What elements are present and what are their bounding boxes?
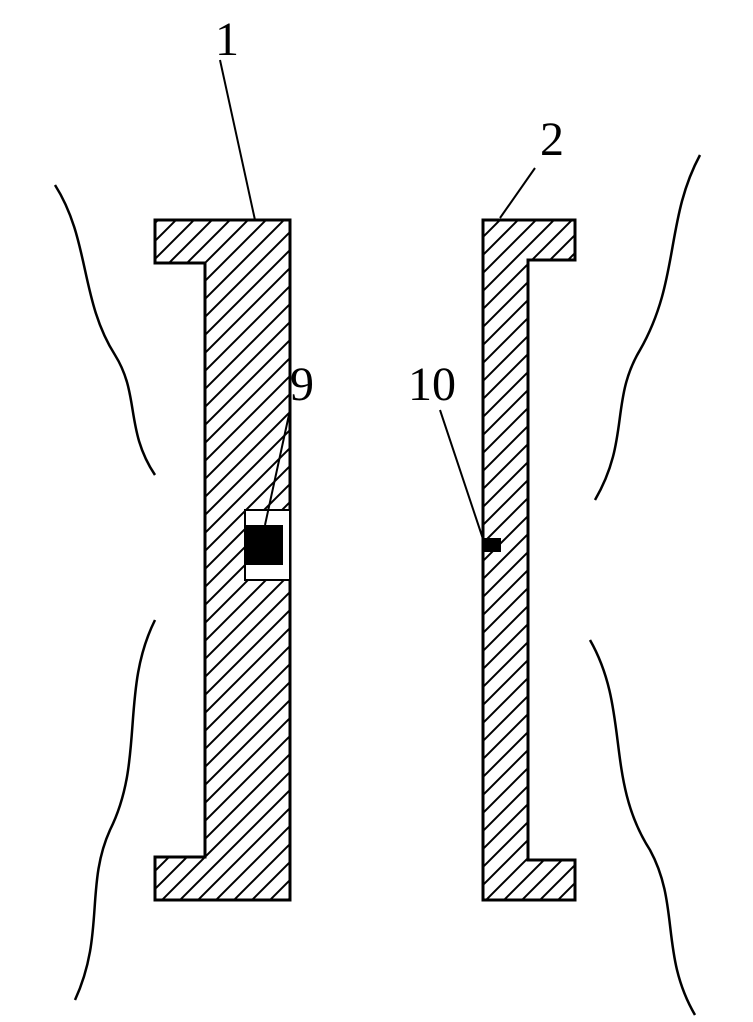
part-10-block [483,538,501,552]
leader-l10 [440,410,485,545]
break-curve-left_bottom [75,620,155,1000]
label-part1: 1 [215,13,239,66]
part-9-block [245,525,283,565]
break-curve-left_top [55,185,155,475]
label-part9: 9 [290,358,314,411]
right-channel-section [483,220,575,900]
leader-l2 [500,168,535,218]
leader-l1 [220,60,255,220]
break-curve-right_top [595,155,700,500]
break-curve-right_bottom [590,640,695,1015]
label-part2: 2 [540,113,564,166]
label-part10: 10 [408,358,456,411]
